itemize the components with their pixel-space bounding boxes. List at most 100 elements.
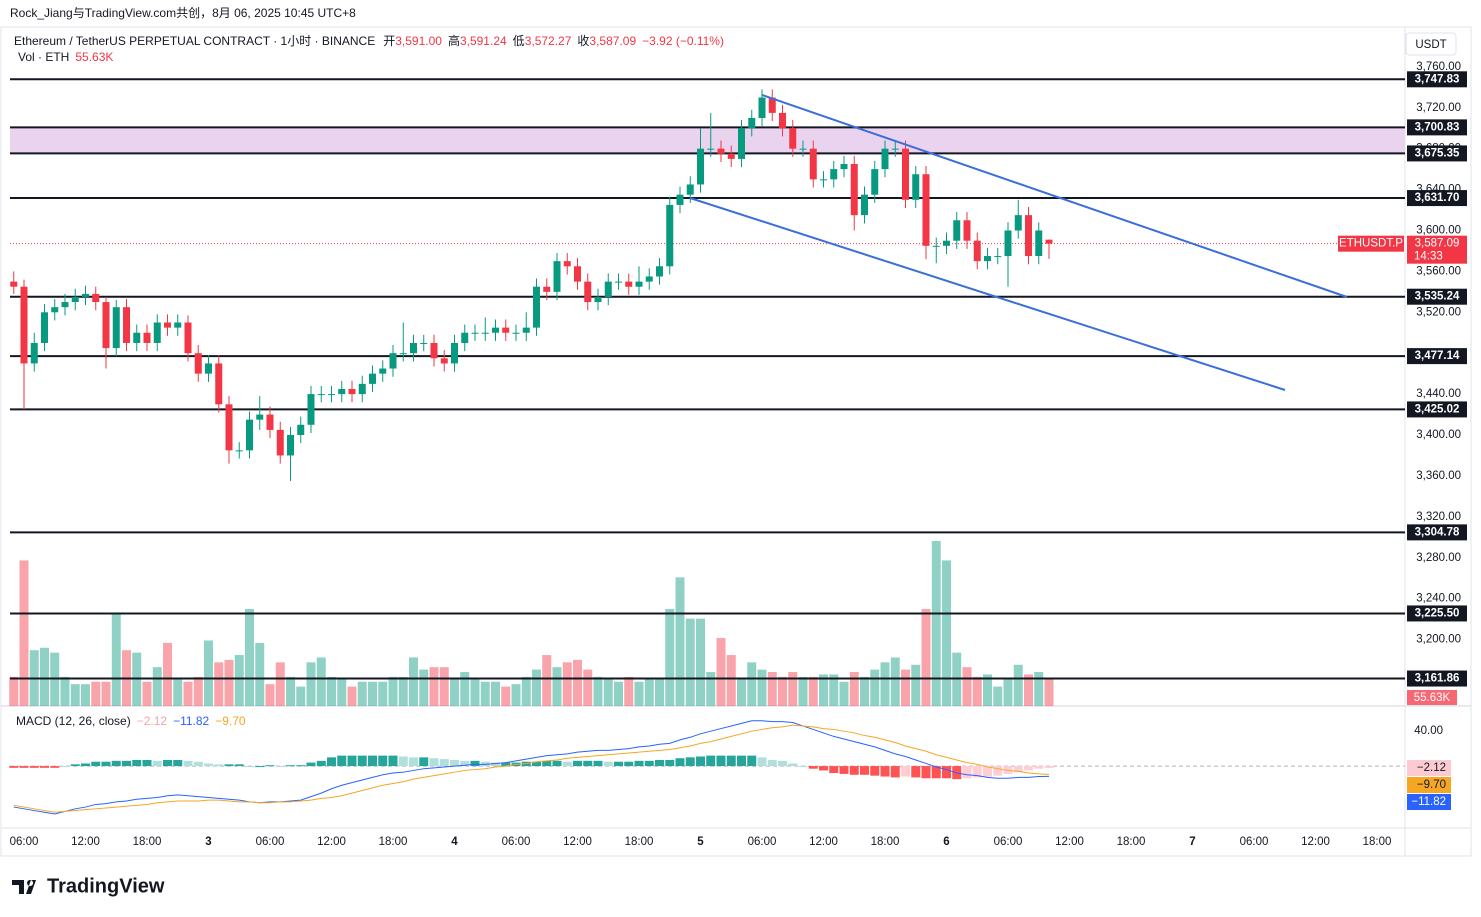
- y-tick-label: 3,520.00: [1416, 306, 1461, 318]
- macd-histogram-bar: [429, 758, 439, 767]
- macd-histogram-bar: [234, 764, 244, 767]
- candle-body: [768, 97, 776, 113]
- macd-label-box: [1407, 760, 1451, 776]
- candle-body: [71, 296, 79, 303]
- macd-histogram-bar: [460, 760, 470, 767]
- candle-body: [697, 148, 704, 185]
- macd-histogram-bar: [29, 766, 39, 768]
- macd-histogram-bar: [685, 757, 695, 767]
- macd-histogram-bar: [450, 759, 459, 767]
- x-tick-label: 4: [451, 836, 458, 848]
- volume-bar: [583, 669, 593, 706]
- level-label: 3,477.14: [1415, 350, 1460, 362]
- volume-bar: [193, 676, 203, 706]
- ohlc-value: 3,587.09: [589, 34, 636, 48]
- macd-histogram-bar: [696, 756, 705, 767]
- macd-histogram-bar: [911, 766, 921, 778]
- x-tick-label: 12:00: [809, 836, 838, 848]
- volume-bar: [70, 684, 80, 706]
- volume-bar: [819, 674, 828, 706]
- level-label-box: [1407, 401, 1467, 418]
- candle-body: [399, 353, 407, 355]
- x-tick-label: 12:00: [1301, 836, 1330, 848]
- volume-bar: [347, 686, 357, 706]
- level-label-box: [1407, 524, 1467, 541]
- x-tick-label: 12:00: [1055, 836, 1084, 848]
- volume-bar: [685, 618, 695, 706]
- volume-bar: [890, 657, 900, 706]
- macd-histogram-bar: [798, 766, 808, 768]
- level-label: 3,700.83: [1415, 121, 1460, 133]
- candle-body: [830, 169, 838, 180]
- volume-bar: [439, 667, 449, 706]
- volume-bar: [798, 676, 808, 706]
- volume-bar: [429, 667, 439, 706]
- currency[interactable]: USDT: [1415, 39, 1446, 51]
- level-label: 3,161.86: [1415, 673, 1460, 685]
- last-price-box: [1407, 235, 1467, 264]
- macd-histogram-bar: [286, 765, 295, 767]
- macd-histogram-bar: [316, 760, 326, 767]
- volume-bar: [142, 681, 152, 706]
- macd-histogram-bar: [40, 766, 49, 768]
- macd-histogram-bar: [9, 766, 19, 768]
- macd-histogram-bar: [880, 766, 890, 777]
- candle-body: [205, 363, 212, 374]
- trend-line-upper: [761, 94, 1348, 298]
- volume-bar: [706, 672, 716, 706]
- macd-label: −11.82: [1411, 796, 1446, 808]
- macd-histogram-bar: [501, 762, 511, 767]
- macd-histogram-bar: [388, 755, 398, 767]
- macd-histogram-bar: [409, 757, 418, 767]
- macd-histogram-bar: [50, 766, 60, 768]
- candle-body: [953, 220, 961, 241]
- candle-body: [594, 296, 602, 303]
- volume-bar: [204, 640, 213, 706]
- volume-bar: [788, 672, 798, 706]
- symbol-legend: Ethereum / TetherUS PERPETUAL CONTRACT ·…: [14, 33, 724, 48]
- x-tick-label: 18:00: [625, 836, 654, 848]
- candle-body: [984, 256, 991, 262]
- y-tick-label: 3,440.00: [1416, 388, 1461, 400]
- x-tick-label: 3: [205, 836, 211, 848]
- candle-body: [522, 327, 530, 333]
- candle-body: [112, 307, 120, 349]
- candle-body: [440, 358, 448, 364]
- volume-bar: [972, 676, 982, 706]
- macd-histogram-bar: [491, 762, 500, 767]
- macd-histogram-bar: [552, 760, 562, 767]
- candle-body: [676, 194, 684, 205]
- symbol-tag: ETHUSDT.P: [1339, 238, 1403, 250]
- x-tick-label: 18:00: [1363, 836, 1392, 848]
- macd-histogram-bar: [819, 766, 828, 771]
- x-tick-label: 12:00: [71, 836, 100, 848]
- volume-bar: [737, 679, 746, 706]
- macd-histogram-bar: [624, 761, 634, 767]
- candle-body: [30, 342, 38, 364]
- volume-label-box: [1407, 690, 1457, 705]
- volume-bar: [81, 684, 90, 706]
- y-tick-label: 3,200.00: [1416, 634, 1461, 646]
- volume-bar: [911, 664, 921, 706]
- macd-histogram-bar: [368, 755, 377, 767]
- macd-histogram-bar: [849, 766, 859, 775]
- volume-bar: [696, 618, 705, 706]
- macd-histogram-bar: [163, 759, 172, 767]
- candle-body: [902, 148, 909, 200]
- candle-body: [881, 148, 889, 170]
- macd-histogram-bar: [962, 766, 972, 779]
- volume-bar: [614, 681, 623, 706]
- volume-bar: [562, 662, 572, 706]
- ohlc-key: 收: [577, 34, 589, 48]
- x-tick-label: 12:00: [317, 836, 346, 848]
- macd-histogram-bar: [275, 766, 285, 768]
- candle-body: [41, 312, 48, 343]
- candle-body: [779, 112, 786, 129]
- volume-bar: [152, 667, 162, 706]
- candle-body: [922, 174, 930, 246]
- plot-area: [9, 78, 1405, 815]
- macd-histogram-bar: [81, 763, 90, 767]
- currency-button[interactable]: [1405, 32, 1457, 56]
- macd-histogram-bar: [122, 760, 131, 767]
- macd-histogram-bar: [573, 760, 582, 767]
